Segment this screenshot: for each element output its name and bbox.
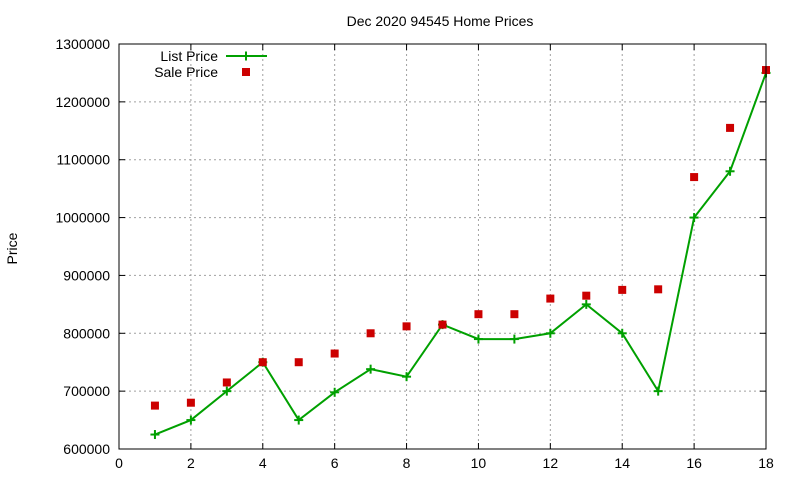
data-point <box>617 328 627 338</box>
data-point <box>150 401 159 410</box>
data-point <box>618 285 627 294</box>
x-tick-label: 6 <box>331 455 339 471</box>
data-point <box>330 349 339 358</box>
legend-label: List Price <box>160 48 218 64</box>
data-point <box>690 173 699 182</box>
x-tick-label: 8 <box>403 455 411 471</box>
data-point <box>689 213 699 223</box>
data-point <box>653 386 663 396</box>
x-tick-label: 16 <box>686 455 702 471</box>
data-point <box>438 320 447 329</box>
x-tick-label: 10 <box>471 455 487 471</box>
data-point <box>473 334 483 344</box>
data-point <box>474 310 483 319</box>
series-line <box>154 72 767 436</box>
data-point <box>222 378 231 387</box>
y-tick-label: 1300000 <box>55 36 110 52</box>
data-point <box>546 294 555 303</box>
legend-marker <box>241 51 251 61</box>
series-1 <box>150 66 770 410</box>
y-tick-label: 1000000 <box>55 210 110 226</box>
data-point <box>510 310 519 319</box>
data-point <box>509 334 519 344</box>
data-point <box>402 372 412 382</box>
x-tick-label: 14 <box>614 455 630 471</box>
x-tick-label: 18 <box>758 455 774 471</box>
y-axis-label: Price <box>4 232 20 264</box>
data-point <box>725 166 735 176</box>
data-point <box>294 358 303 367</box>
y-tick-label: 600000 <box>63 441 110 457</box>
data-point <box>186 398 195 407</box>
legend-marker <box>242 68 250 76</box>
y-tick-label: 1100000 <box>57 152 111 168</box>
plot-frame <box>118 43 767 450</box>
series-0 <box>150 68 771 440</box>
legend-label: Sale Price <box>154 64 218 80</box>
data-point <box>545 328 555 338</box>
data-point <box>222 386 232 396</box>
data-point <box>366 329 375 338</box>
data-point <box>654 285 663 294</box>
data-point <box>581 299 591 309</box>
y-tick-label: 800000 <box>63 325 110 341</box>
legend-entry: Sale Price <box>154 64 250 80</box>
y-tick-label: 700000 <box>63 383 110 399</box>
data-point <box>294 415 304 425</box>
data-point <box>582 291 591 300</box>
data-point <box>402 322 411 331</box>
x-tick-label: 0 <box>115 455 123 471</box>
x-tick-label: 2 <box>187 455 195 471</box>
axis-ticks <box>118 43 767 450</box>
data-series <box>150 66 771 440</box>
data-point <box>258 358 267 367</box>
y-tick-label: 900000 <box>63 267 110 283</box>
data-point <box>366 364 376 374</box>
data-point <box>330 387 340 397</box>
data-point <box>150 430 160 440</box>
legend-entry: List Price <box>160 48 267 64</box>
grid-lines <box>119 44 766 449</box>
x-tick-label: 4 <box>259 455 267 471</box>
x-tick-label: 12 <box>543 455 559 471</box>
axis-tick-labels: 0 2 4 6 8 10 12 14 16 18 600000 700000 800000 900000 1… <box>55 36 774 471</box>
data-point <box>186 415 196 425</box>
chart-title: Dec 2020 94545 Home Prices <box>347 13 534 29</box>
data-point <box>726 123 735 132</box>
y-tick-label: 1200000 <box>55 94 110 110</box>
